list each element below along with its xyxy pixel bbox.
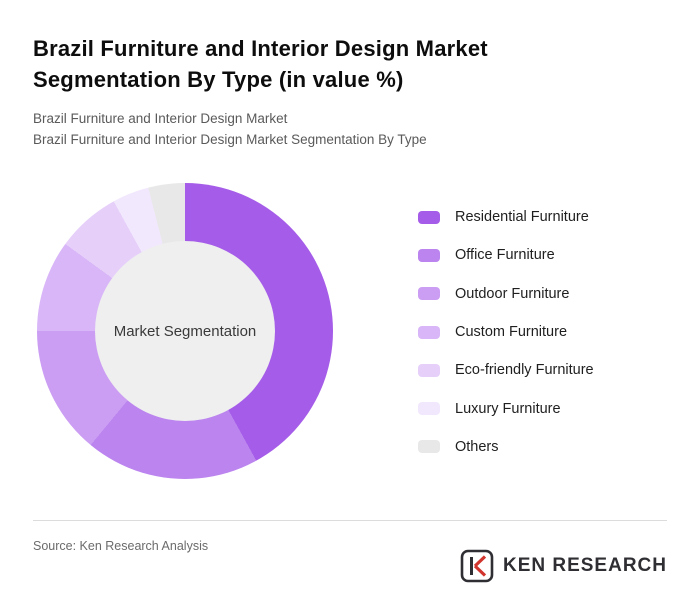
brand-logo: KEN RESEARCH xyxy=(460,549,667,583)
legend-item: Others xyxy=(418,428,594,466)
legend-swatch-icon xyxy=(418,402,440,416)
legend-item: Office Furniture xyxy=(418,236,594,274)
ken-research-logo-icon xyxy=(460,549,494,583)
source-text: Source: Ken Research Analysis xyxy=(33,539,209,553)
legend-swatch-icon xyxy=(418,325,440,339)
legend-swatch-icon xyxy=(418,287,440,301)
donut-center-label: Market Segmentation xyxy=(113,322,257,340)
donut-center: Market Segmentation xyxy=(95,241,275,421)
legend-swatch-icon xyxy=(418,248,440,262)
legend-item: Eco-friendly Furniture xyxy=(418,351,594,389)
subtitle-line-2: Brazil Furniture and Interior Design Mar… xyxy=(33,132,427,147)
legend-swatch-icon xyxy=(418,210,440,224)
legend-item-label: Luxury Furniture xyxy=(455,400,561,417)
legend-item-label: Office Furniture xyxy=(455,247,555,264)
legend-item-label: Outdoor Furniture xyxy=(455,285,570,302)
legend-item: Residential Furniture xyxy=(418,198,594,236)
legend-item-label: Eco-friendly Furniture xyxy=(455,362,594,379)
legend-item: Outdoor Furniture xyxy=(418,275,594,313)
legend-item-label: Residential Furniture xyxy=(455,209,589,226)
legend-item: Custom Furniture xyxy=(418,313,594,351)
legend-swatch-icon xyxy=(418,440,440,454)
legend-item-label: Custom Furniture xyxy=(455,324,568,341)
subtitle-block: Brazil Furniture and Interior Design Mar… xyxy=(33,108,427,150)
legend-swatch-icon xyxy=(418,363,440,377)
legend-item: Luxury Furniture xyxy=(418,389,594,427)
legend-item-label: Others xyxy=(455,438,499,455)
page-title: Brazil Furniture and Interior Design Mar… xyxy=(33,36,488,92)
brand-name: KEN RESEARCH xyxy=(502,555,667,576)
donut-chart: Market Segmentation xyxy=(37,183,333,479)
footer-divider xyxy=(33,520,667,521)
legend: Residential Furniture Office Furniture O… xyxy=(418,198,594,466)
subtitle-line-1: Brazil Furniture and Interior Design Mar… xyxy=(33,111,288,126)
